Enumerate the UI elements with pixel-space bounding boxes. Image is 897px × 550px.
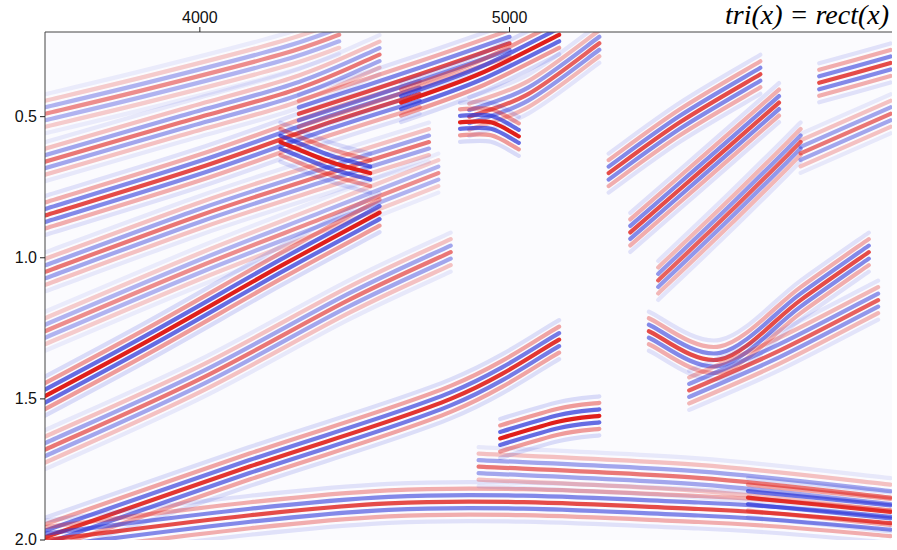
event-stripe <box>689 300 878 390</box>
event-stripe <box>658 162 800 300</box>
event-stripe <box>689 307 878 397</box>
seismic-event <box>689 281 878 410</box>
event-stripe <box>45 521 891 540</box>
event-stripe <box>689 313 878 403</box>
event-stripe <box>748 517 891 531</box>
y-tick-label: 1.5 <box>15 390 37 407</box>
event-stripe <box>658 155 800 293</box>
y-tick <box>40 116 45 117</box>
x-tick <box>199 27 200 32</box>
x-axis-line <box>45 32 892 33</box>
seismic-event <box>801 94 891 173</box>
event-stripe <box>689 320 878 410</box>
seismic-event <box>460 102 519 156</box>
x-tick-label: 5000 <box>492 9 528 26</box>
y-tick-label: 2.0 <box>15 531 37 548</box>
event-stripe <box>658 129 800 267</box>
event-stripe <box>45 515 891 540</box>
seismic-event <box>479 447 891 517</box>
seismic-event <box>45 482 891 540</box>
y-axis-line <box>45 32 46 540</box>
event-stripe <box>801 133 891 173</box>
event-stripe <box>45 180 438 338</box>
event-stripe <box>649 272 869 380</box>
x-tick <box>509 27 510 32</box>
seismic-event <box>45 154 438 351</box>
y-tick <box>40 398 45 399</box>
seismic-event <box>280 123 370 193</box>
event-stripe <box>658 136 800 274</box>
y-tick-label: 1.0 <box>15 249 37 266</box>
seismic-event <box>819 44 890 103</box>
event-stripe <box>658 149 800 287</box>
event-stripe <box>45 193 380 377</box>
y-tick <box>40 257 45 258</box>
event-stripe <box>469 63 599 136</box>
x-tick-label: 4000 <box>182 9 218 26</box>
seismic-event <box>649 233 869 380</box>
title: tri(x) = rect(x) <box>725 0 889 30</box>
event-stripe <box>658 142 800 280</box>
plot-background <box>45 32 892 540</box>
event-stripe <box>500 429 599 452</box>
seismic-event <box>500 396 599 458</box>
event-stripe <box>658 123 800 261</box>
seismic-event <box>748 478 891 531</box>
event-stripe <box>469 56 599 129</box>
y-tick <box>40 540 45 541</box>
plot-area <box>45 32 892 540</box>
seismic-event <box>658 123 800 300</box>
event-stripe <box>280 162 370 193</box>
event-stripe <box>500 435 599 458</box>
chart: 4000 5000 0.5 1.0 1.5 2.0 tri(x) = rect(x) <box>0 0 897 550</box>
event-stripe <box>460 141 519 156</box>
event-stripe <box>801 127 891 167</box>
y-tick-label: 0.5 <box>15 108 37 125</box>
event-stripe <box>469 32 599 104</box>
